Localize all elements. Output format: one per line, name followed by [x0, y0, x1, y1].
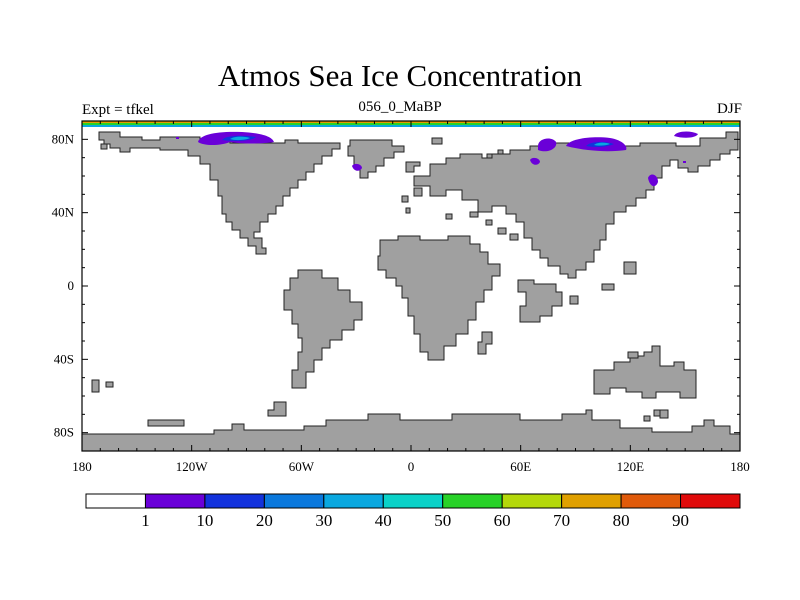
- landmass-arabia-isle: [497, 227, 507, 235]
- landmass-iceland: [405, 161, 421, 173]
- landmass-alaska-isle: [100, 143, 108, 150]
- colorbar-label: 90: [672, 511, 689, 530]
- time-label: 056_0_MaBP: [358, 99, 442, 115]
- colorbar-box: [204, 493, 265, 509]
- lon-tick-label: 120E: [617, 459, 645, 474]
- landmass-north-isle-2: [497, 149, 504, 155]
- sea-ice-okhotsk: [648, 174, 658, 187]
- season-label: DJF: [716, 101, 742, 117]
- landmass-arabia-isle-2: [509, 233, 519, 241]
- landmass-svalbard: [431, 137, 443, 145]
- colorbar-label: 20: [256, 511, 273, 530]
- landmass-south-georgia: [267, 401, 287, 417]
- landmass-med-isle-2: [469, 211, 479, 218]
- lon-tick-label: 60E: [510, 459, 531, 474]
- landmass-madagascar: [477, 331, 493, 355]
- sea-ice-dot-1: [176, 137, 179, 139]
- colorbar-box: [442, 493, 503, 509]
- lat-tick-label: 40S: [54, 351, 74, 366]
- sea-ice-bering: [530, 157, 540, 165]
- colorbar-label: 70: [553, 511, 570, 530]
- lat-tick-label: 40N: [52, 205, 75, 220]
- chart-title: Atmos Sea Ice Concentration: [217, 58, 583, 93]
- landmass-euro-isle: [405, 207, 411, 214]
- colorbar-label: 10: [196, 511, 213, 530]
- colorbar-label: 80: [613, 511, 630, 530]
- landmass-ireland: [401, 195, 409, 203]
- colorbar-label: 1: [141, 511, 150, 530]
- landmass-japan: [623, 261, 637, 275]
- landmass-new-zealand: [659, 409, 669, 419]
- lat-tick-label: 0: [68, 278, 75, 293]
- sea-ice-east-siberia: [674, 131, 698, 138]
- colorbar-label: 40: [375, 511, 392, 530]
- lon-tick-label: 0: [408, 459, 415, 474]
- lon-tick-label: 120W: [176, 459, 209, 474]
- colorbar-box: [620, 493, 682, 509]
- land-masses: [81, 131, 741, 452]
- lat-tick-label: 80S: [54, 425, 74, 440]
- colorbar: 1 10 20 30 40 50 60 70 80 90: [85, 493, 741, 530]
- axis-ticks: [81, 120, 741, 452]
- landmass-africa: [377, 235, 501, 361]
- lon-tick-label: 180: [72, 459, 92, 474]
- colorbar-box: [501, 493, 563, 509]
- colorbar-box: [263, 493, 325, 509]
- landmass-antarctica: [81, 409, 741, 452]
- colorbar-label: 50: [434, 511, 451, 530]
- landmass-new-guinea: [627, 351, 639, 359]
- lat-tick-label: 80N: [52, 131, 75, 146]
- landmass-greenland: [347, 139, 405, 179]
- landmass-indonesia-isle: [569, 295, 579, 305]
- colorbar-box: [561, 493, 622, 509]
- sea-ice-barents: [538, 138, 557, 152]
- landmass-ross-isle: [147, 419, 185, 427]
- sea-ice-siberia-core: [594, 142, 610, 146]
- colorbar-label: 60: [494, 511, 511, 530]
- sea-ice-dot-2: [683, 161, 686, 163]
- map-panel: 180 120W 60W 0 60E 120E 180 80N 40N 0 40S 80S: [52, 120, 750, 474]
- colorbar-box: [382, 493, 444, 509]
- lon-tick-label: 60W: [289, 459, 315, 474]
- landmass-south-isle: [643, 415, 651, 422]
- colorbar-box: [680, 493, 741, 509]
- experiment-label: Expt = tfkel: [82, 102, 154, 118]
- landmass-australia: [593, 345, 697, 399]
- sea-ice-greenland: [352, 163, 362, 171]
- landmass-britain: [413, 187, 423, 197]
- lon-tick-label: 180: [730, 459, 750, 474]
- colorbar-box: [144, 493, 206, 509]
- landmass-north-america: [98, 131, 341, 255]
- colorbar-box: [323, 493, 384, 509]
- landmass-falkland: [91, 379, 100, 393]
- landmass-tasmania: [653, 409, 661, 417]
- sea-ice-patches: [176, 131, 698, 187]
- landmass-indonesia-isle-2: [601, 283, 615, 291]
- axis-tick-labels: 180 120W 60W 0 60E 120E 180 80N 40N 0 40S 80S: [52, 131, 750, 474]
- landmass-med-isle: [445, 213, 453, 220]
- landmass-indonesia: [517, 279, 563, 323]
- landmass-med-isle-3: [485, 219, 493, 226]
- colorbar-box: [85, 493, 146, 509]
- colorbar-label: 30: [315, 511, 332, 530]
- landmass-falkland-2: [105, 381, 114, 388]
- sea-ice-beaufort-core: [230, 136, 250, 141]
- landmass-south-america: [283, 269, 363, 389]
